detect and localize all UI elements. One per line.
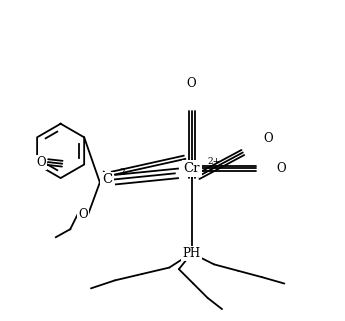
Text: O: O xyxy=(187,77,197,90)
Text: Cr: Cr xyxy=(184,162,200,175)
Text: O: O xyxy=(276,162,286,175)
Text: 2+: 2+ xyxy=(207,157,220,166)
Text: C: C xyxy=(102,173,112,186)
Text: 2-: 2- xyxy=(119,168,128,177)
Text: O: O xyxy=(78,208,88,221)
Text: O: O xyxy=(264,132,273,145)
Text: O: O xyxy=(37,156,46,169)
Text: PH: PH xyxy=(183,247,201,260)
